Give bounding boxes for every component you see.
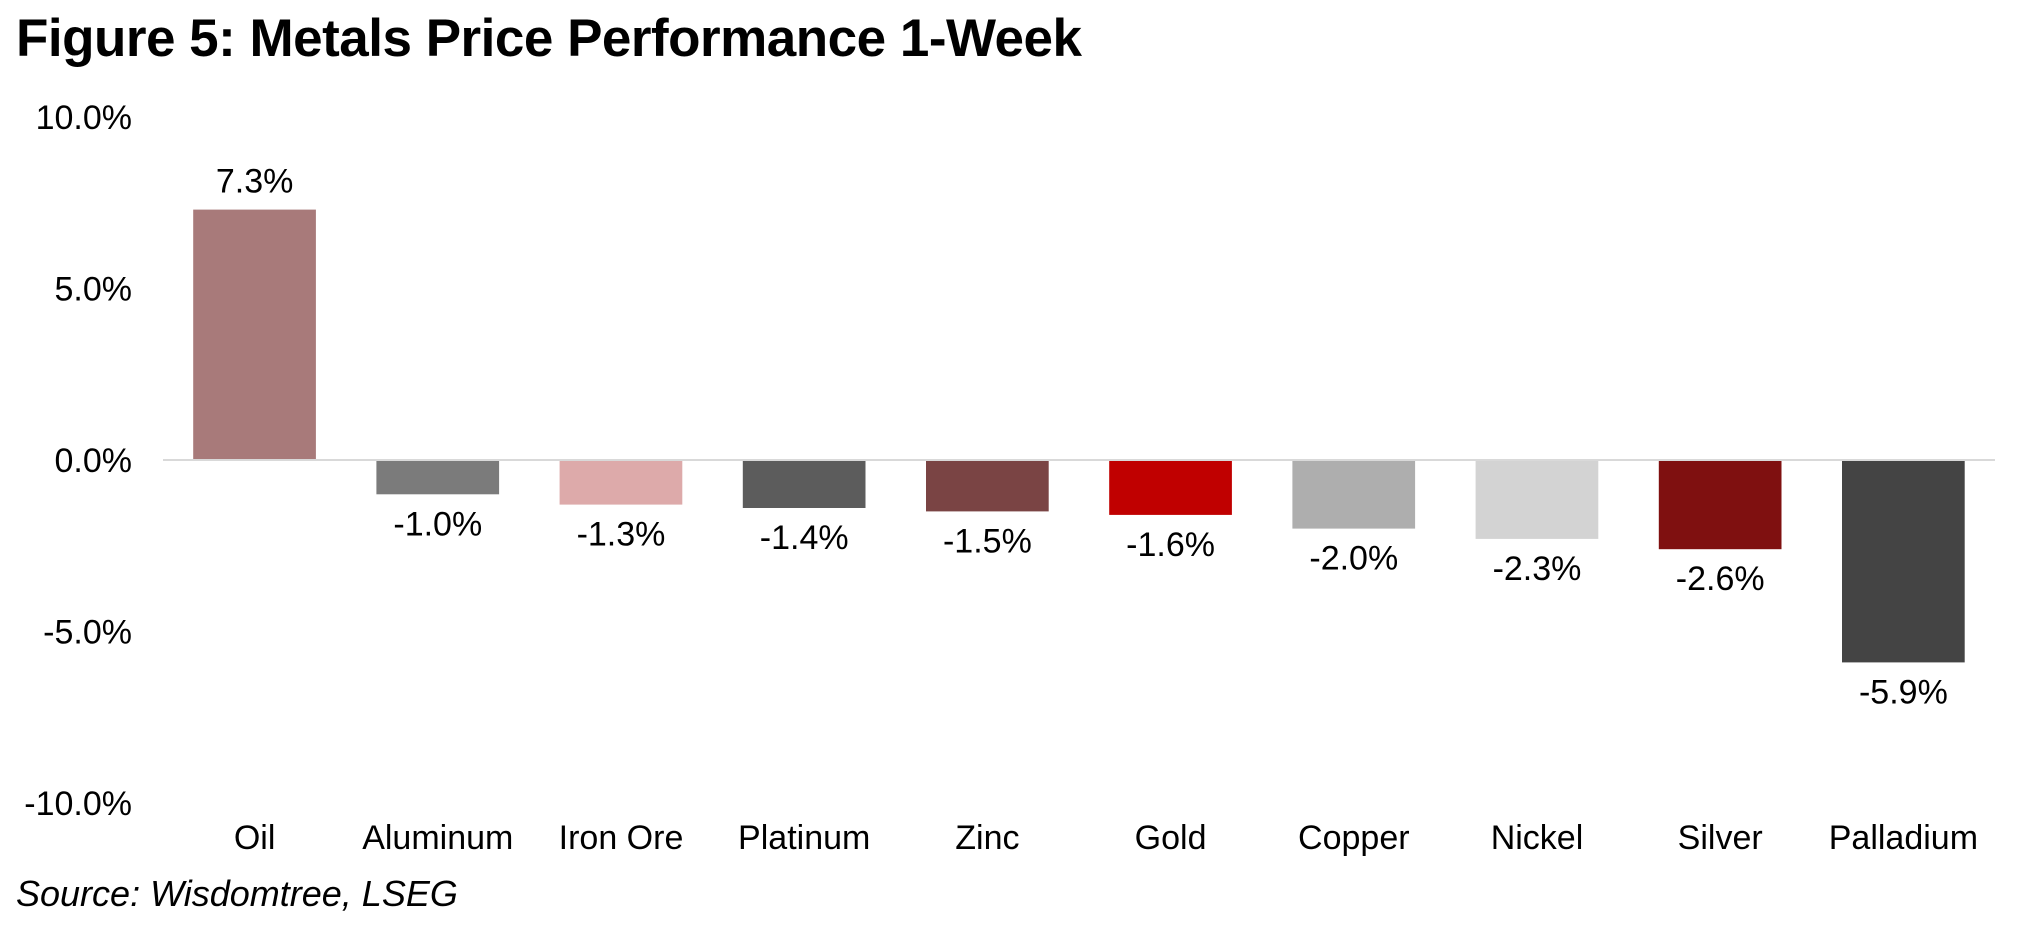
category-label: Aluminum: [362, 819, 513, 857]
bar-platinum: [742, 460, 866, 508]
source-note: Source: Wisdomtree, LSEG: [16, 873, 458, 914]
data-label: -1.6%: [1126, 526, 1215, 564]
data-label: -1.5%: [943, 523, 1032, 561]
data-label: -2.3%: [1493, 550, 1582, 588]
bar-silver: [1658, 460, 1782, 550]
bars: [193, 209, 1965, 663]
data-label: -2.0%: [1309, 540, 1398, 578]
data-label: -5.9%: [1859, 673, 1948, 711]
data-labels: 7.3% -1.0% -1.3% -1.4% -1.5% -1.6% -2.0% -2.3% -…: [216, 163, 1948, 712]
y-tick-label: -5.0%: [43, 614, 132, 652]
category-label: Zinc: [955, 819, 1019, 857]
chart-title: Figure 5: Metals Price Performance 1-Wee…: [16, 9, 1082, 68]
y-tick-label: -10.0%: [24, 785, 132, 823]
y-tick-label: 0.0%: [55, 442, 133, 480]
category-label: Oil: [234, 819, 276, 857]
data-label: -1.4%: [760, 519, 849, 557]
bar-aluminum: [376, 460, 500, 495]
x-axis-category-labels: Oil Aluminum Iron Ore Platinum Zinc Gold Coppe…: [234, 819, 1978, 857]
category-label: Platinum: [738, 819, 870, 857]
data-label: -1.0%: [393, 505, 482, 543]
data-label: -2.6%: [1676, 560, 1765, 598]
category-label: Copper: [1298, 819, 1410, 857]
data-label: -1.3%: [577, 516, 666, 554]
category-label: Palladium: [1829, 819, 1978, 857]
category-label: Nickel: [1491, 819, 1584, 857]
bar-copper: [1292, 460, 1416, 529]
data-label: 7.3%: [216, 163, 294, 201]
bar-nickel: [1475, 460, 1599, 539]
bar-iron-ore: [559, 460, 683, 505]
category-label: Iron Ore: [559, 819, 684, 857]
y-tick-label: 5.0%: [55, 271, 133, 309]
bar-zinc: [926, 460, 1049, 512]
y-axis-tick-labels: 10.0% 5.0% 0.0% -5.0% -10.0%: [24, 99, 132, 823]
bar-gold: [1109, 460, 1232, 515]
y-tick-label: 10.0%: [36, 99, 132, 137]
bar-oil: [193, 209, 316, 460]
bar-palladium: [1842, 460, 1965, 663]
category-label: Gold: [1135, 819, 1207, 857]
category-label: Silver: [1678, 819, 1763, 857]
